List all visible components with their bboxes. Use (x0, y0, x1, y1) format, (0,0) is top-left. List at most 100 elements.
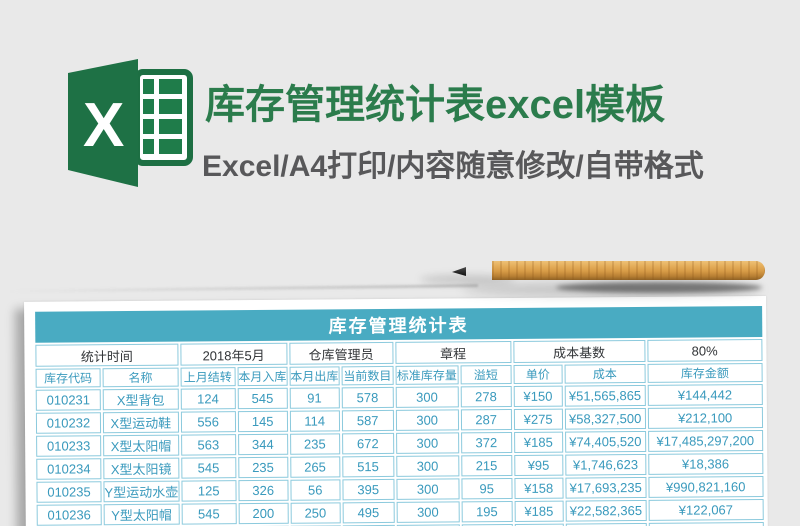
table-cell: 300 (396, 501, 460, 523)
table-cell: 300 (396, 478, 460, 500)
table-cell: 300 (395, 409, 459, 431)
table-cell: 300 (395, 432, 459, 454)
pencil-wood-cone (464, 263, 494, 280)
column-header-cell: 库存代码 (35, 368, 101, 388)
table-cell: 250 (290, 502, 341, 524)
table-cell: 344 (237, 433, 288, 456)
table-cell: 372 (460, 432, 512, 454)
table-cell: 495 (342, 501, 395, 524)
table-cell: 300 (395, 386, 459, 408)
table-cell: ¥18,386 (647, 453, 764, 475)
table-cell: 515 (341, 455, 395, 478)
table-row: 010236 Y型太阳帽 545 200 250 495 300 195 ¥185 ¥22,582… (36, 499, 764, 526)
table-cell: 395 (342, 478, 395, 501)
table-cell: ¥158 (514, 477, 564, 499)
table-cell: 56 (290, 479, 341, 501)
column-header-cell: 名称 (102, 367, 179, 388)
table-cell: ¥1,746,623 (564, 453, 647, 476)
info-cell: 80% (647, 339, 763, 362)
table-row: 010232 X型运动鞋 556 145 114 587 300 287 ¥275 ¥58,327… (35, 407, 763, 434)
table-cell: 563 (180, 434, 236, 456)
table-cell: 235 (289, 433, 340, 455)
table-cell: 200 (238, 502, 289, 525)
table-cell: 91 (289, 387, 340, 409)
table-cell: ¥74,405,520 (564, 430, 646, 453)
column-header-cell: 当前数目 (341, 365, 394, 386)
table-cell: 300 (395, 455, 460, 477)
table-cell: ¥185 (513, 431, 563, 453)
table-cell: 545 (181, 503, 237, 525)
table-cell: ¥212,100 (647, 407, 763, 429)
info-cell: 2018年5月 (180, 342, 288, 366)
table-cell: ¥58,327,500 (564, 407, 646, 430)
table-cell: ¥275 (513, 408, 563, 430)
inventory-table: 库存管理统计表 统计时间 2018年5月 仓库管理员 章程 成本基数 80% 库存代码 名称… (33, 304, 766, 526)
info-cell: 统计时间 (35, 343, 179, 367)
table-cell: X型运动鞋 (102, 411, 179, 434)
table-cell: 95 (461, 477, 513, 500)
table-cell: Y型太阳帽 (103, 503, 180, 526)
table-cell: ¥144,442 (647, 384, 763, 406)
column-header-cell: 上月结转 (180, 367, 236, 387)
table-cell: ¥17,693,235 (565, 476, 647, 499)
table-row: 010235 Y型运动水壶 125 326 56 395 300 95 ¥158 ¥17,693,… (36, 476, 764, 503)
column-header-cell: 成本 (564, 363, 646, 384)
column-header-cell: 本月入库 (237, 366, 288, 387)
banner-subtitle: Excel/A4打印/内容随意修改/自带格式 (202, 150, 704, 183)
table-cell: 287 (460, 409, 512, 431)
table-cell: 215 (460, 455, 513, 477)
table-cell: 235 (237, 456, 289, 479)
table-cell: 556 (180, 411, 236, 433)
table-cell: 010236 (36, 504, 102, 526)
table-cell: 010232 (35, 412, 102, 434)
excel-logo-x-letter: X (83, 91, 124, 160)
table-row: 010234 X型太阳镜 545 235 265 515 300 215 ¥95 ¥1,746,6… (36, 453, 764, 480)
table-cell: 125 (181, 480, 237, 502)
table-cell: X型背包 (102, 388, 179, 411)
table-cell: X型太阳帽 (103, 434, 179, 457)
pencil-body (492, 261, 765, 280)
info-cell: 仓库管理员 (289, 341, 394, 365)
table-cell: 010231 (35, 389, 101, 411)
table-cell: ¥95,519 (648, 522, 764, 526)
info-cell: 成本基数 (513, 339, 646, 363)
table-cell: 278 (460, 386, 512, 408)
column-header-cell: 本月出库 (289, 366, 340, 386)
pencil-tip-shadow (420, 275, 515, 284)
spreadsheet-preview-sheet: 库存管理统计表 统计时间 2018年5月 仓库管理员 章程 成本基数 80% 库存代码 名称… (24, 296, 769, 526)
table-cell: 010235 (36, 481, 102, 503)
table-cell: 587 (341, 409, 394, 432)
table-cell: ¥990,821,160 (648, 476, 764, 498)
table-cell: Y型运动水壶 (103, 480, 180, 503)
table-cell: 010233 (36, 435, 102, 457)
table-title: 库存管理统计表 (35, 306, 763, 343)
pencil-shadow-dark (556, 282, 762, 293)
column-header-cell: 标准库存量 (395, 365, 459, 385)
table-cell: 114 (289, 410, 340, 432)
table-cell: 265 (289, 456, 341, 478)
table-cell: 545 (237, 387, 288, 410)
table-row: 010233 X型太阳帽 563 344 235 672 300 372 ¥185 ¥74,405… (36, 430, 763, 457)
table-cell: ¥17,485,297,200 (647, 430, 763, 452)
table-cell: ¥122,067 (648, 499, 764, 521)
excel-logo: X (68, 59, 193, 187)
table-cell: ¥150 (513, 385, 563, 407)
table-cell: 195 (461, 500, 513, 523)
table-cell: ¥95 (513, 454, 564, 476)
excel-logo-grid-cells (143, 79, 182, 154)
table-cell: ¥22,582,365 (565, 499, 647, 522)
table-cell: ¥185 (514, 500, 564, 522)
table-cell: 545 (180, 457, 237, 479)
table-cell: X型太阳镜 (103, 457, 180, 480)
sheet-back-edge-shadow (7, 284, 479, 293)
table-cell: 578 (341, 386, 394, 409)
table-cell: 145 (237, 410, 288, 433)
pencil-graphic (452, 261, 765, 282)
table-cell: 326 (238, 479, 289, 502)
table-cell: 672 (341, 432, 394, 455)
excel-logo-cover (68, 59, 138, 187)
column-header-cell: 溢短 (460, 365, 512, 385)
column-header-cell: 库存金额 (647, 363, 763, 383)
pencil-graphite-tip (452, 267, 466, 276)
